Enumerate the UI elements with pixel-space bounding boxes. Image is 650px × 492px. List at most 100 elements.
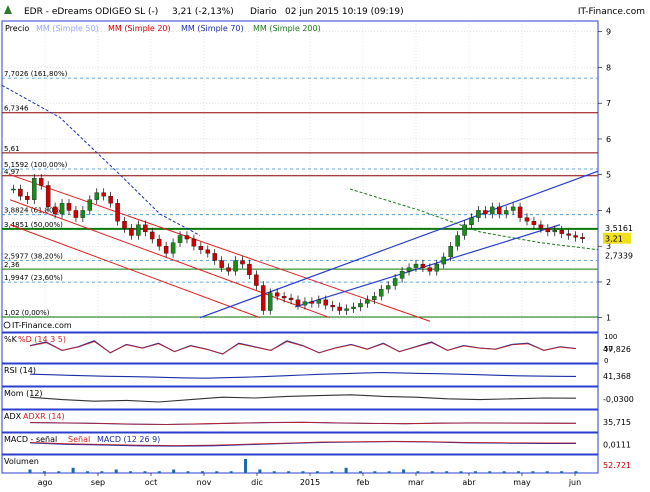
y-tick-label: 7 (606, 99, 611, 108)
volume-bar (402, 469, 406, 473)
panel-label: RSI (14) (4, 366, 36, 375)
candle-body (45, 185, 51, 208)
candle-body (434, 263, 440, 272)
right-value-label: 3,5161 (605, 224, 633, 233)
volume-bar (28, 469, 32, 473)
volume-bar (387, 471, 391, 473)
volume-bar (42, 471, 46, 473)
price-right-labels: 3,5161 3,21 2,7339 (603, 224, 633, 261)
candle-body (566, 233, 571, 236)
x-tick-label: oct (145, 478, 157, 487)
panel-%k: %K %D (14 3 5) 100 50 0 47,826 (1, 332, 631, 365)
x-tick-label: nov (197, 478, 212, 487)
legend-mm70: MM (Simple 70) (181, 24, 244, 33)
level-label: 1,02 (0,00%) (4, 309, 50, 317)
ma70-line (1, 84, 201, 236)
candle-body (365, 299, 370, 304)
candle-body (129, 228, 134, 236)
candle-body (274, 292, 280, 297)
panel-last-value: -0,0300 (603, 395, 634, 404)
volume-bar (416, 471, 420, 473)
candle-body (392, 278, 398, 286)
candle-body (462, 224, 467, 236)
panel-last-value: 47,826 (603, 345, 631, 354)
legend-precio: Precio (5, 24, 29, 33)
candle-body (573, 235, 578, 238)
y-tick-label: 9 (606, 28, 611, 37)
candle-body (177, 235, 183, 243)
volume-bar (445, 471, 449, 473)
volume-bar (373, 471, 377, 473)
candle-body (73, 210, 79, 218)
adx-signal-line (29, 421, 577, 425)
level-label: 6,7346 (4, 105, 29, 113)
level-label: 3,8824 (61,80%) (4, 207, 63, 215)
volume-bar (330, 471, 334, 473)
legend-mm50: MM (Simple 50) (36, 24, 99, 33)
volume-bar (344, 467, 348, 473)
candle-body (358, 303, 363, 308)
panel-frame (1, 332, 599, 364)
candle-body (337, 306, 342, 311)
volume-bar (129, 471, 133, 473)
candle-body (87, 199, 93, 211)
y-tick-label: 1 (606, 314, 611, 323)
candle-body (538, 224, 544, 229)
panel-label: ADXR (14) (23, 412, 65, 421)
x-tick-label: mar (408, 478, 425, 487)
price-y-axis: 9 8 7 6 5 4 3 2 1 (598, 28, 611, 323)
panel-y-label: 50 (604, 345, 613, 353)
candle-body (233, 260, 238, 272)
channel-blue-lower (294, 224, 561, 308)
candle-body (288, 297, 294, 300)
candle-body (101, 192, 106, 197)
period-text: Diario (250, 7, 277, 17)
candle-body (11, 188, 16, 191)
watermark: IT-Finance.com (12, 321, 72, 330)
app-triangle-icon (4, 5, 12, 14)
volume-bar (157, 471, 161, 473)
volume-bar (215, 471, 219, 473)
candle-body (226, 267, 231, 272)
brand-text: IT-Finance.com (578, 7, 645, 17)
x-tick-label: may (513, 478, 531, 487)
panel-volumen: Volumen 52.721 (1, 454, 631, 474)
candle-body (372, 296, 377, 300)
level-label: 3,4851 (50,00%) (4, 221, 63, 229)
level-label: 2,5977 (38,20%) (4, 253, 63, 261)
candle-body (316, 299, 322, 304)
candle-body (281, 296, 287, 299)
candle-body (413, 263, 419, 268)
candle-body (441, 256, 446, 265)
candle-body (247, 263, 252, 275)
%k-signal-line (29, 341, 577, 355)
panel-frame (1, 454, 599, 474)
candle-body (344, 308, 349, 311)
panel-label: MACD (12 26 9) (97, 435, 160, 444)
candle-body (212, 253, 217, 261)
candle-body (510, 206, 516, 211)
price-panel (1, 20, 599, 333)
quote-text: 3,21 (-2,13%) (172, 7, 234, 17)
candle-body (517, 206, 523, 218)
candle-body (205, 249, 211, 254)
candle-body (483, 210, 488, 215)
level-label: 5,61 (4, 145, 20, 153)
level-label: 7,7026 (161,80%) (4, 70, 68, 78)
panel-last-value: 41,368 (603, 372, 631, 381)
candle-body (156, 238, 162, 247)
price-levels: 7,7026 (161,80%) 6,7346 5,61 5,1592 (100,00… (2, 70, 598, 318)
candle-body (136, 224, 141, 236)
right-value-label: 3,21 (605, 235, 623, 244)
copyright-icon (3, 321, 11, 329)
candle-body (18, 188, 23, 197)
x-axis: ago sep oct nov dic 2015 feb mar abr may jun (38, 473, 581, 487)
price-trendlines (1, 84, 599, 322)
candle-body (379, 288, 384, 297)
rsi-line (29, 372, 577, 379)
candle-body (122, 221, 127, 229)
mom-line (29, 394, 577, 403)
panel-label: %K (4, 335, 18, 344)
volume-bar (545, 471, 549, 473)
